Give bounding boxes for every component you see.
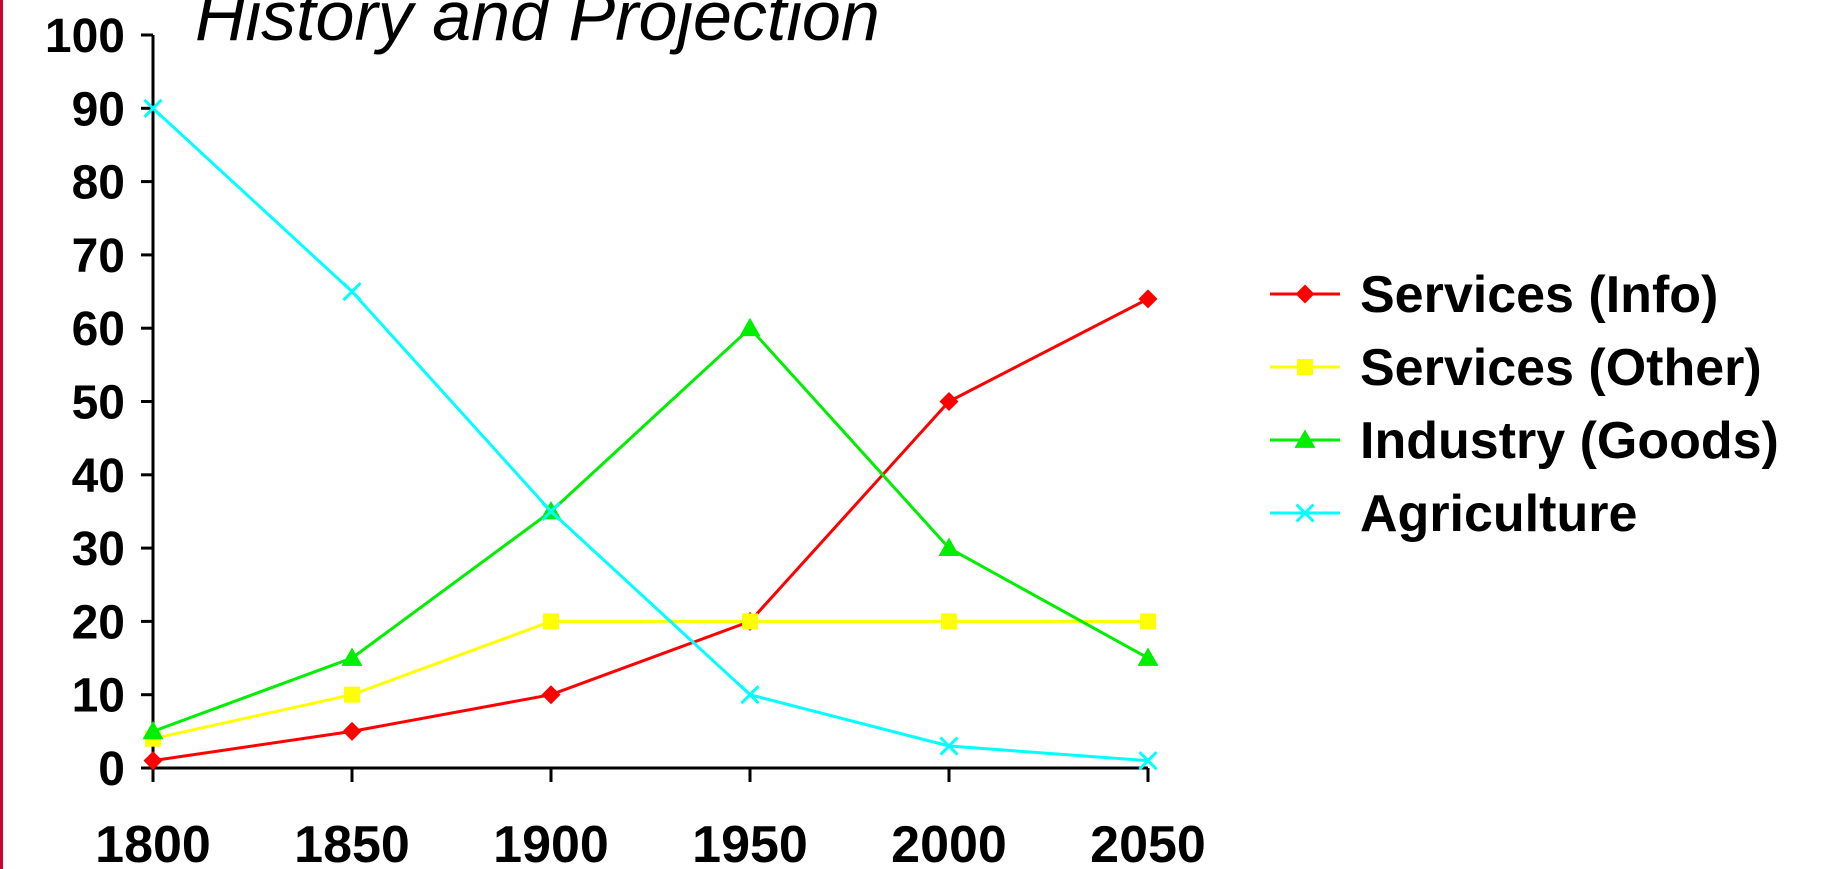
- chart-title: History and Projection: [195, 0, 880, 55]
- legend-label: Industry (Goods): [1360, 412, 1779, 470]
- axes: 0 10 20 30 40 50 60 70 80 90 100 1800 1850 1900 1950 20…: [45, 10, 1206, 869]
- series-line: [152, 297, 1149, 763]
- data-point: [742, 613, 758, 630]
- y-tick-label: 40: [72, 450, 125, 503]
- y-tick-label: 60: [72, 303, 125, 356]
- data-point: [342, 721, 362, 741]
- y-tick-label: 20: [72, 596, 125, 649]
- data-point: [740, 685, 760, 705]
- data-point: [143, 98, 163, 118]
- series-line: [151, 107, 1149, 763]
- y-tick-label: 10: [72, 670, 125, 723]
- legend-swatch-marker: [1294, 429, 1316, 448]
- data-point: [143, 751, 163, 771]
- data-point: [344, 686, 360, 703]
- x-tick-label: 2000: [891, 816, 1007, 869]
- y-tick-label: 0: [98, 743, 125, 796]
- data-point: [142, 720, 164, 740]
- legend: Services (Info) Services (Other) Industry …: [1270, 266, 1779, 543]
- legend-item: Agriculture: [1270, 485, 1637, 543]
- y-tick-label: 90: [72, 83, 125, 136]
- legend-swatch-marker: [1295, 503, 1315, 523]
- data-point: [541, 685, 561, 705]
- data-point: [939, 736, 959, 756]
- legend-label: Agriculture: [1360, 485, 1637, 543]
- data-point: [939, 392, 959, 411]
- series-line: [152, 326, 1149, 733]
- data-point: [1138, 751, 1158, 771]
- y-tick-label: 70: [72, 230, 125, 283]
- legend-label: Services (Other): [1360, 339, 1762, 397]
- data-point: [1140, 613, 1156, 630]
- y-tick-label: 50: [72, 377, 125, 430]
- legend-item: Services (Other): [1270, 339, 1762, 397]
- y-tick-label: 100: [45, 10, 125, 63]
- series-2: [145, 613, 1156, 747]
- legend-item: Industry (Goods): [1270, 412, 1779, 470]
- y-tick-label: 80: [72, 157, 125, 210]
- x-tick-label: 1900: [493, 816, 609, 869]
- series-layer: [142, 98, 1159, 771]
- data-point: [543, 613, 559, 630]
- series-line: [152, 619, 1148, 741]
- data-point: [1138, 289, 1158, 309]
- data-point: [341, 647, 363, 666]
- x-tick-label: 1800: [95, 816, 211, 869]
- data-point: [1137, 647, 1159, 666]
- data-point: [541, 501, 561, 522]
- x-tick-label: 2050: [1090, 816, 1206, 869]
- series-3: [142, 317, 1159, 740]
- data-point: [938, 537, 960, 556]
- legend-label: Services (Info): [1360, 266, 1718, 324]
- series-4: [143, 98, 1158, 771]
- legend-swatch-marker: [1297, 359, 1313, 375]
- data-point: [342, 281, 362, 302]
- legend-item: Services (Info): [1270, 266, 1718, 324]
- data-point: [941, 613, 957, 630]
- legend-swatch-marker: [1295, 284, 1315, 304]
- series-1: [143, 289, 1158, 771]
- left-edge-border: [0, 0, 3, 869]
- x-tick-label: 1950: [692, 816, 808, 869]
- x-tick-label: 1850: [294, 816, 410, 869]
- data-point: [739, 317, 761, 337]
- y-tick-label: 30: [72, 523, 125, 576]
